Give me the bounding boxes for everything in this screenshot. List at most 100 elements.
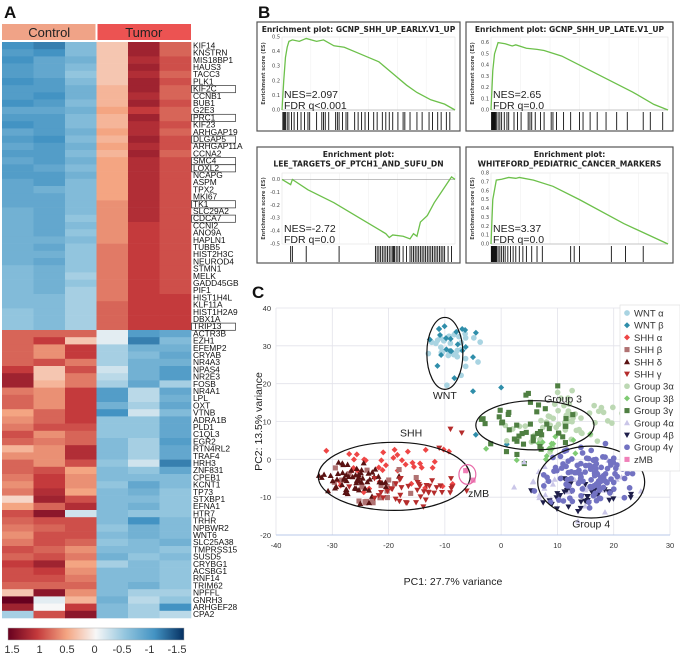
data-point — [371, 475, 378, 482]
heatmap-cell — [33, 42, 66, 50]
y-tick: 0.5 — [481, 51, 489, 57]
data-point — [429, 478, 436, 484]
heatmap-cell — [2, 279, 34, 288]
data-point — [380, 495, 387, 501]
data-point — [563, 487, 570, 494]
heatmap-cell — [96, 510, 129, 518]
heatmap-cell — [128, 250, 160, 259]
heatmap-cell — [128, 214, 160, 223]
heatmap-cell — [128, 481, 160, 489]
data-point — [497, 407, 503, 413]
y-tick: 0.3 — [272, 64, 280, 70]
data-point — [553, 495, 560, 501]
data-point — [334, 470, 341, 477]
heatmap-cell — [128, 308, 160, 316]
heatmap-cell — [128, 70, 160, 79]
data-point — [431, 490, 438, 496]
heatmap-cell — [2, 452, 34, 460]
heatmap-cell — [159, 337, 192, 345]
enrichment-plots: Enrichment plot: GCNP_SHH_UP_EARLY.V1_UP… — [256, 21, 674, 264]
data-point — [315, 472, 322, 478]
heatmap-cell — [159, 567, 192, 576]
heatmap-cell — [159, 250, 192, 259]
data-point — [425, 490, 432, 496]
heatmap-cell — [65, 553, 97, 561]
gene-label: CCNA2 — [193, 148, 222, 158]
heatmap-cell — [159, 553, 192, 561]
heatmap-cell — [65, 337, 97, 345]
data-point — [503, 449, 510, 455]
heatmap-cell — [159, 538, 192, 547]
gene-label: EGR2 — [193, 436, 216, 446]
heatmap-cell — [128, 531, 160, 540]
heatmap-cell — [128, 596, 160, 604]
heatmap-cell — [159, 279, 192, 288]
legend-marker — [624, 432, 630, 438]
gene-label: CCNB1 — [193, 91, 222, 101]
data-point — [396, 498, 403, 505]
es-curve — [490, 176, 669, 245]
heatmap-cell — [33, 474, 66, 482]
heatmap-cell — [33, 214, 66, 223]
data-point — [362, 499, 368, 505]
data-point — [550, 440, 557, 447]
data-point — [451, 375, 458, 382]
heatmap-cell — [33, 207, 66, 216]
gene-highlight-box — [191, 322, 236, 331]
heatmap-cell — [128, 423, 160, 432]
heatmap-cell — [128, 553, 160, 561]
data-point — [343, 477, 350, 484]
cluster-label: Group 3 — [544, 394, 582, 406]
data-point — [578, 444, 584, 451]
data-point — [577, 505, 584, 512]
x-tick: 0 — [499, 541, 503, 550]
heatmap-cell — [96, 294, 129, 302]
data-point — [582, 469, 589, 475]
heatmap-cell — [159, 380, 192, 388]
heatmap-cell — [33, 452, 66, 460]
heatmap-cell — [33, 445, 66, 453]
data-point — [598, 464, 605, 471]
gene-label: CPEB1 — [193, 472, 221, 482]
data-point — [477, 339, 484, 346]
cluster-ellipse — [426, 316, 464, 390]
y-tick: 0.0 — [272, 108, 280, 114]
heatmap-cell — [159, 301, 192, 309]
scatter-points — [315, 323, 644, 524]
data-point — [588, 447, 595, 454]
plot-title: WHITEFORD_PEDIATRIC_CANCER_MARKERS — [478, 160, 662, 169]
y-tick: 30 — [263, 342, 271, 351]
heatmap-cell — [96, 42, 129, 50]
heatmap-cell — [2, 56, 34, 64]
data-point — [596, 487, 603, 493]
legend-marker — [624, 322, 630, 329]
heatmap-cell — [65, 171, 97, 180]
heatmap-cell — [33, 85, 66, 93]
data-point — [378, 489, 385, 496]
heatmap-cell — [33, 229, 66, 237]
cluster-ellipse — [317, 441, 471, 512]
y-tick: 0.1 — [481, 96, 489, 102]
heatmap-cell — [65, 279, 97, 288]
data-point — [414, 487, 421, 494]
heatmap-cell — [159, 142, 192, 151]
heatmap-cell — [96, 272, 129, 280]
heatmap-cell — [33, 286, 66, 295]
heatmap-cell — [33, 430, 66, 439]
data-point — [612, 470, 618, 477]
y-tick: 0.0 — [481, 242, 489, 248]
y-tick: 0.4 — [272, 49, 280, 55]
data-point — [362, 485, 369, 491]
heatmap-cell — [159, 488, 192, 496]
data-point — [355, 486, 362, 493]
heatmap-cell — [159, 574, 192, 583]
heatmap-cell — [159, 596, 192, 604]
data-point — [488, 441, 494, 447]
gene-label: KIF2C — [193, 84, 217, 94]
data-point — [586, 505, 593, 511]
heatmap-cell — [2, 42, 34, 50]
data-point — [511, 484, 518, 490]
heatmap-cell — [159, 589, 192, 597]
heatmap-cell — [33, 358, 66, 367]
heatmap-cell — [2, 315, 34, 324]
